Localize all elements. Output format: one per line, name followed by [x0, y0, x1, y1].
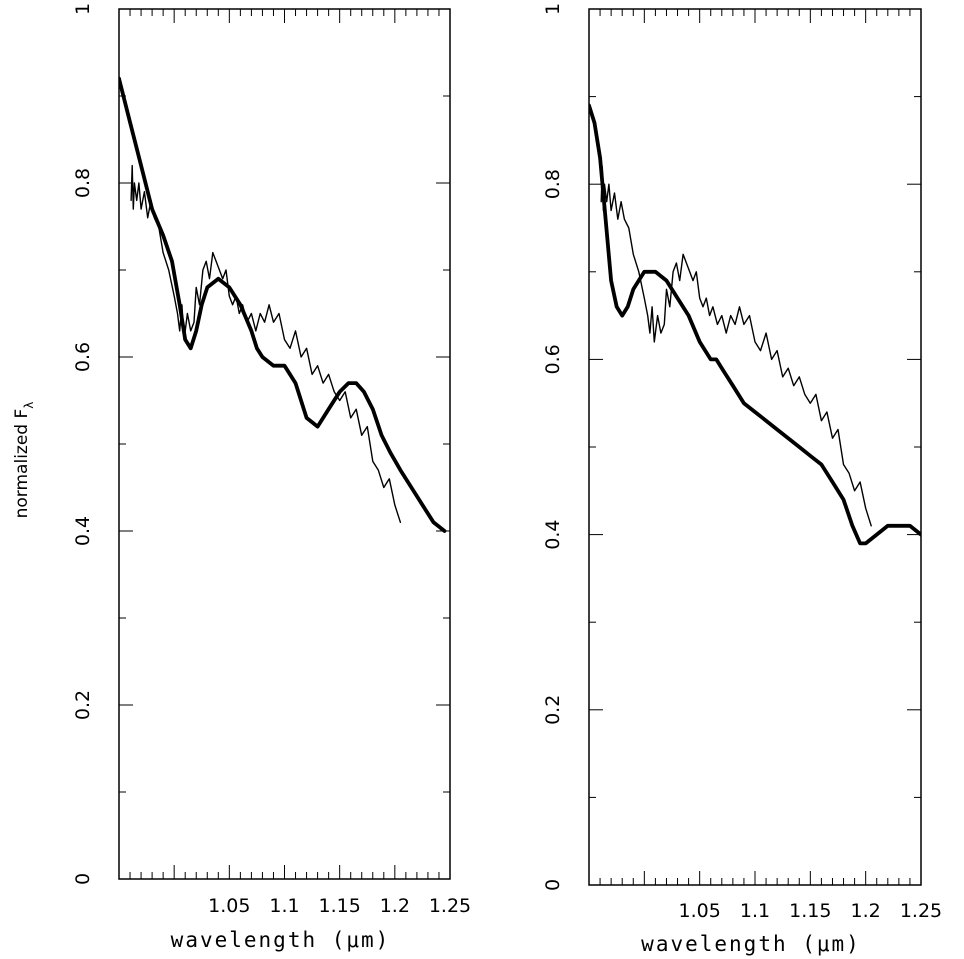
model-spectrum-line	[589, 103, 921, 546]
y-tick-label: 0.2	[542, 695, 564, 725]
y-tick-label: 0.8	[542, 169, 564, 199]
y-tick-label: 1	[542, 3, 564, 15]
y-tick-label: 0.4	[542, 519, 564, 549]
y-tick-label: 0.4	[72, 516, 94, 546]
x-axis-title: wavelength (μm)	[171, 928, 391, 952]
right-panel: 0 0.2 0.4 0.6 0.8 1 1.05 1.1 1.15 1.2 1.25 waveleng…	[542, 3, 942, 956]
x-tick-label: 1.15	[789, 900, 831, 922]
y-tick-label: 0.6	[72, 342, 94, 372]
x-axis-title: wavelength (μm)	[641, 932, 861, 956]
y-tick-label: 0.8	[72, 168, 94, 198]
plot-frame	[588, 8, 922, 886]
y-tick-label: 0	[72, 873, 94, 885]
y-tick-label: 0.2	[72, 690, 94, 720]
y-tick-label: 1	[72, 3, 94, 15]
y-axis-title-subscript: λ	[22, 402, 36, 409]
x-tick-label: 1.1	[269, 895, 299, 917]
left-panel: 0 0.2 0.4 0.6 0.8 1 1.05 1.1 1.15 1.2 1.25 waveleng…	[12, 3, 471, 952]
x-tick-label: 1.25	[900, 900, 942, 922]
model-spectrum-line	[119, 76, 447, 533]
y-axis-title-text: normalized F	[12, 409, 32, 519]
x-tick-label: 1.25	[429, 895, 471, 917]
x-tick-label: 1.05	[208, 895, 250, 917]
x-tick-label: 1.05	[679, 900, 721, 922]
y-axis-title: normalized Fλ	[12, 402, 36, 519]
x-tick-label: 1.1	[740, 900, 770, 922]
plot-frame	[118, 8, 451, 880]
observed-spectrum-line	[600, 166, 872, 527]
x-tick-label: 1.2	[851, 900, 881, 922]
y-tick-label: 0	[542, 879, 564, 891]
y-tick-label: 0.6	[542, 344, 564, 374]
observed-spectrum-line	[130, 164, 402, 523]
x-tick-label: 1.15	[319, 895, 361, 917]
x-tick-label: 1.2	[380, 895, 410, 917]
